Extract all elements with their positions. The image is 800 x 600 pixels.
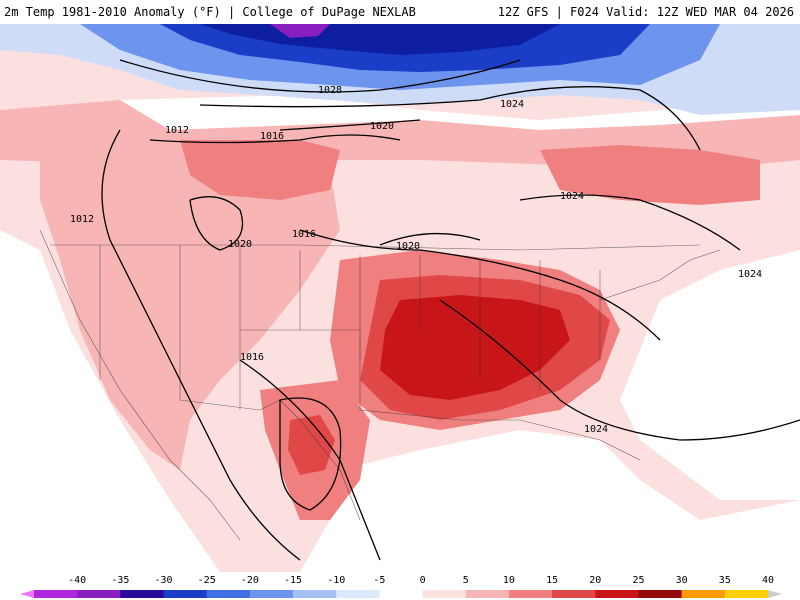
- isobar-label: 1016: [260, 131, 284, 142]
- colorbar-segment: [163, 590, 208, 598]
- isobar-texas-loop: [279, 397, 342, 511]
- model-valid-time: 12Z GFS | F024 Valid: 12Z WED MAR 04 202…: [497, 5, 794, 19]
- isobar-label: 1016: [240, 352, 264, 363]
- colorbar-tick: -10: [327, 575, 346, 586]
- isobar-1028: [119, 59, 521, 93]
- political-boundaries: [39, 229, 721, 541]
- isobar-1020-central: [379, 232, 481, 246]
- colorbar-segment: [120, 590, 165, 598]
- great-lakes-warm: [540, 145, 760, 205]
- colorbar-tick: 25: [632, 575, 645, 586]
- colorbar-tick: 5: [462, 575, 469, 586]
- colorbar-segment: [508, 590, 553, 598]
- product-title: 2m Temp 1981-2010 Anomaly (°F) | College…: [4, 5, 416, 19]
- pacific-neutral-area: [0, 230, 220, 572]
- strong-warm-core: [380, 295, 570, 400]
- isobar-label: 1012: [70, 214, 94, 225]
- west-warm-area: [40, 140, 340, 470]
- colorbar-segment: [77, 590, 121, 598]
- colorbar-segment: [34, 590, 78, 598]
- colorbar-segment: [336, 590, 380, 598]
- colorbar: [20, 590, 782, 598]
- isobar-1016-loop: [189, 196, 244, 251]
- isobars: [101, 59, 800, 561]
- colorbar-tick: -40: [68, 575, 87, 586]
- colorbar-max-arrow: [768, 590, 782, 598]
- colorbar-segment: [681, 590, 726, 598]
- isobar-label: 1028: [318, 85, 342, 96]
- isobar-1016-central: [299, 229, 661, 341]
- colorbar-segment: [249, 590, 294, 598]
- northern-plains-warm: [180, 140, 340, 200]
- colorbar-segment: [724, 590, 769, 598]
- colorbar-segment: [379, 590, 424, 598]
- isobar-1024-north: [199, 86, 701, 151]
- isobar-1016-north: [149, 134, 401, 144]
- colorbar-tick: -15: [284, 575, 303, 586]
- isobar-label: 1024: [560, 191, 584, 202]
- colorbar-segment: [638, 590, 683, 598]
- colorbar-segment: [293, 590, 337, 598]
- isobar-label: 1020: [370, 121, 394, 132]
- colorbar-tick: -20: [240, 575, 259, 586]
- isobar-label: 1012: [165, 125, 189, 136]
- isobar-1012-west: [101, 129, 301, 561]
- texas-strong-warm: [288, 415, 335, 475]
- map-header: 2m Temp 1981-2010 Anomaly (°F) | College…: [0, 0, 800, 24]
- colorbar-segment: [595, 590, 639, 598]
- isobar-label: 1024: [738, 269, 762, 280]
- isobar-1020-north: [279, 119, 421, 131]
- colorbar-tick: 10: [502, 575, 515, 586]
- isobar-label: 1016: [292, 229, 316, 240]
- colorbar-tick: 20: [589, 575, 602, 586]
- colorbar-tick: 30: [675, 575, 688, 586]
- colorbar-tick: 15: [546, 575, 559, 586]
- colorbar-min-arrow: [20, 590, 34, 598]
- colorbar-tick: 0: [419, 575, 426, 586]
- cold-anomaly-purple: [270, 24, 330, 38]
- isobar-label: 1024: [500, 99, 524, 110]
- colorbar-tick: -25: [197, 575, 216, 586]
- colorbar-tick: -30: [154, 575, 173, 586]
- isobar-1024-southeast: [439, 299, 800, 441]
- colorbar-segment: [206, 590, 251, 598]
- colorbar-legend: -40 -35 -30 -25 -20 -15 -10 -5 0 5 10 15 20 25 30 35 40: [0, 572, 800, 600]
- isobar-1024-east: [519, 194, 741, 251]
- colorbar-tick: 35: [718, 575, 731, 586]
- isobar-label: 1020: [228, 239, 252, 250]
- colorbar-segment: [552, 590, 596, 598]
- colorbar-tick: -5: [373, 575, 386, 586]
- isobar-label: 1020: [396, 241, 420, 252]
- isobar-label: 1024: [584, 424, 608, 435]
- colorbar-tick: 40: [761, 575, 775, 586]
- anomaly-map: 1028 1024 1020 1016 1012 1012 1020 1016 …: [0, 24, 800, 572]
- colorbar-segment: [465, 590, 510, 598]
- colorbar-segment: [422, 590, 467, 598]
- colorbar-tick: -35: [111, 575, 130, 586]
- gulf-neutral-area: [300, 430, 800, 572]
